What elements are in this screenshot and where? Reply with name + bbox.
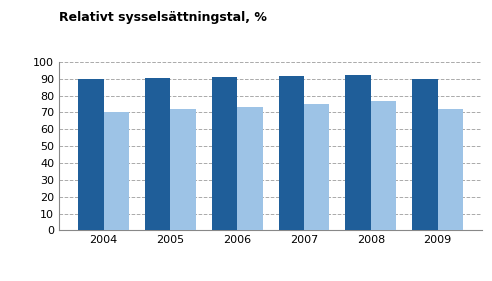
Bar [170, 109, 196, 230]
Bar [412, 79, 437, 230]
Bar [104, 112, 129, 230]
Bar [304, 104, 329, 230]
Bar [278, 76, 304, 230]
Bar [345, 75, 371, 230]
Bar [78, 79, 104, 230]
Text: Relativt sysselsättningstal, %: Relativt sysselsättningstal, % [59, 11, 267, 24]
Bar [371, 101, 396, 230]
Bar [237, 107, 263, 230]
Bar [437, 109, 463, 230]
Bar [212, 77, 237, 230]
Bar [145, 78, 170, 230]
